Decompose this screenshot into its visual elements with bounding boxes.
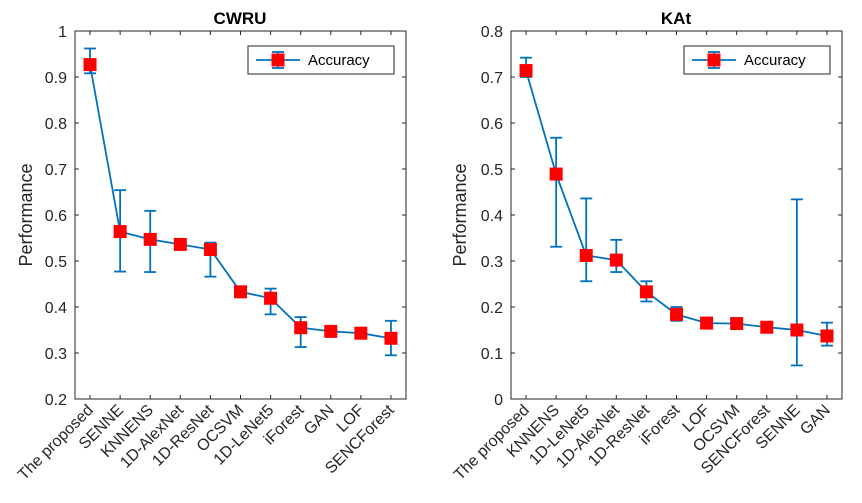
axes-box	[74, 30, 407, 400]
y-tick-label: 0.7	[45, 162, 67, 179]
y-tick-label: 0.2	[481, 300, 503, 317]
data-point	[730, 317, 744, 331]
data-point	[203, 243, 217, 256]
y-tick-label: 0.6	[481, 116, 503, 133]
data-point	[234, 285, 247, 299]
data-point	[264, 291, 278, 305]
legend-label: Accuracy	[744, 52, 806, 69]
y-tick-label: 0	[494, 392, 503, 409]
data-point	[113, 225, 127, 239]
data-point	[83, 58, 97, 72]
data-point	[384, 331, 398, 345]
chart-panel-kat: KAt Performance 0 0.1 0.2 0.3 0.4 0.5 0.6 0.7 0.…	[450, 9, 843, 484]
y-tick-label: 0.6	[45, 208, 67, 225]
data-point	[790, 323, 804, 337]
chart-title: KAt	[661, 9, 692, 28]
chart-panel-cwru: CWRU Performance 0.2 0.3 0.4 0.5 0.6 0.7 0.8 0.…	[15, 9, 407, 484]
legend-marker	[707, 53, 721, 67]
x-tick-label: GAN	[797, 402, 834, 439]
y-tick-label: 0.8	[45, 116, 67, 133]
y-tick-label: 0.4	[481, 208, 503, 225]
y-axis-label: Performance	[450, 163, 470, 266]
data-point	[820, 329, 834, 343]
y-tick-label: 0.3	[481, 254, 503, 271]
y-tick-label: 0.4	[45, 300, 67, 317]
y-tick-label: 0.7	[481, 70, 503, 87]
data-point	[670, 307, 683, 321]
data-point	[519, 64, 533, 78]
data-point	[173, 237, 187, 251]
series-line	[525, 70, 828, 337]
data-point	[294, 321, 308, 335]
y-tick-label: 0.1	[481, 346, 503, 363]
data-point	[579, 248, 593, 262]
y-tick-label: 0.8	[481, 24, 503, 41]
axes-box	[510, 30, 843, 400]
x-tick-label: GAN	[301, 402, 338, 439]
data-point	[639, 285, 653, 299]
y-tick-label: 1	[58, 24, 67, 41]
data-point	[549, 167, 563, 181]
y-tick-label: 0.5	[45, 254, 67, 271]
y-tick-label: 0.2	[45, 392, 67, 409]
legend-label: Accuracy	[308, 52, 370, 69]
data-point	[609, 253, 623, 267]
data-point	[324, 324, 338, 338]
y-axis-label: Performance	[16, 163, 36, 266]
data-point	[354, 326, 368, 340]
data-point	[143, 232, 157, 246]
data-point	[760, 320, 774, 334]
y-tick-label: 0.5	[481, 162, 503, 179]
legend-marker	[271, 53, 285, 67]
y-tick-label: 0.3	[45, 346, 67, 363]
chart-title: CWRU	[214, 9, 267, 28]
data-point	[700, 316, 714, 330]
y-tick-label: 0.9	[45, 70, 67, 87]
